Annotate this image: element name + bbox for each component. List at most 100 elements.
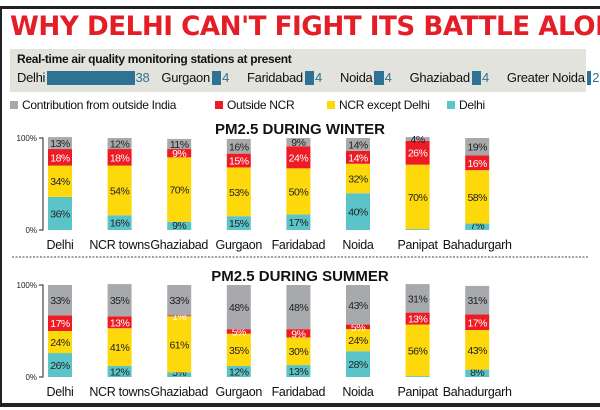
category-label: Noida — [342, 238, 374, 252]
y-axis — [39, 137, 44, 231]
data-label: 41% — [110, 342, 130, 354]
data-label: 43% — [467, 345, 487, 357]
station-bar — [304, 70, 315, 85]
category-label: Noida — [342, 385, 374, 399]
data-label: 16% — [110, 218, 130, 230]
data-label: 70% — [408, 192, 428, 204]
bar-segment — [465, 138, 490, 156]
data-label: 33% — [50, 295, 70, 307]
category-label: Delhi — [47, 238, 74, 252]
category-label: Gurgaon — [216, 385, 263, 399]
station-bar — [374, 70, 384, 85]
data-label: 31% — [408, 293, 428, 305]
bar-segment — [405, 164, 430, 230]
data-label: 8% — [470, 367, 484, 379]
bar-segment — [405, 140, 430, 165]
station-item: Faridabad 4 — [247, 70, 322, 85]
data-label: 9% — [291, 137, 305, 149]
station-name: Noida — [339, 70, 373, 85]
legend-item: Contribution from outside India — [10, 98, 215, 112]
bar-segment — [167, 149, 192, 158]
legend-label: Delhi — [459, 98, 485, 112]
category-label: Faridabad — [272, 385, 326, 399]
data-label: 35% — [229, 345, 249, 357]
data-label: 24% — [348, 335, 368, 347]
bar-segment — [465, 223, 490, 230]
category-label: Faridabad — [272, 238, 326, 252]
category-label: Panipat — [397, 385, 438, 399]
bar-segment — [107, 328, 132, 366]
data-label: 28% — [348, 359, 368, 371]
bar-segment — [286, 168, 311, 215]
data-label: 26% — [408, 148, 428, 160]
bar-segment — [286, 329, 311, 338]
bar-segment — [48, 331, 72, 354]
data-label: 17% — [289, 217, 309, 229]
station-bar — [211, 70, 222, 85]
bar-segment — [405, 284, 430, 313]
data-label: 13% — [110, 317, 130, 329]
bar-segment — [346, 351, 370, 377]
data-label: 17% — [467, 317, 487, 329]
data-label: 53% — [229, 187, 249, 199]
left-border — [0, 6, 2, 406]
bar-segment — [107, 165, 132, 216]
chart-title: PM2.5 DURING SUMMER — [211, 268, 389, 285]
chart-title: PM2.5 DURING WINTER — [215, 121, 385, 138]
bar-segment — [107, 284, 132, 317]
category-label: Bahadurgarh — [443, 385, 512, 399]
station-name: Faridabad — [247, 70, 303, 85]
data-label: 24% — [289, 152, 309, 164]
station-value: 4 — [384, 70, 392, 85]
bar-segment — [465, 314, 490, 331]
bar-segment — [48, 315, 72, 331]
bar-segment — [48, 285, 72, 316]
station-name: Gurgaon — [161, 70, 210, 85]
bar-segment — [167, 315, 192, 317]
legend-item: Outside NCR — [215, 98, 327, 112]
data-label: 16% — [229, 141, 249, 153]
bar-segment — [465, 369, 490, 377]
data-label: 15% — [229, 218, 249, 230]
data-label: 19% — [467, 142, 487, 154]
bar-segment — [107, 215, 132, 230]
bar-segment — [465, 170, 490, 224]
bar-segment — [465, 155, 490, 171]
bar-segment — [48, 353, 72, 377]
bar-segment — [405, 137, 430, 141]
bar-segment — [226, 167, 251, 217]
data-label: 56% — [408, 345, 428, 357]
station-value: 38 — [135, 70, 150, 85]
bar-segment — [167, 285, 192, 316]
bar-segment — [286, 285, 311, 330]
data-label: 40% — [348, 207, 368, 219]
bar-segment — [346, 138, 370, 151]
data-label: 12% — [110, 139, 130, 151]
data-label: 17% — [50, 318, 70, 330]
data-label: 15% — [229, 156, 249, 168]
bar-segment — [346, 150, 370, 164]
data-label: 13% — [408, 314, 428, 326]
bar-segment — [107, 138, 132, 150]
bar-segment — [48, 165, 72, 197]
data-label: 48% — [289, 302, 309, 314]
legend-swatch — [327, 101, 335, 109]
station-name: Delhi — [17, 70, 46, 85]
data-label: 18% — [110, 152, 130, 164]
bar-segment — [167, 316, 192, 373]
data-label: 9% — [172, 220, 186, 232]
data-label: 12% — [229, 366, 249, 378]
station-bar — [471, 70, 481, 85]
data-label: 14% — [348, 152, 368, 164]
data-label: 9% — [172, 148, 186, 160]
bar-segment — [226, 329, 251, 334]
bar-segment — [48, 196, 72, 230]
data-label: 34% — [50, 176, 70, 188]
bar-segment — [167, 221, 192, 230]
bar-segment — [226, 365, 251, 377]
bar-segment — [107, 149, 132, 166]
bar-segment — [346, 163, 370, 194]
legend-label: NCR except Delhi — [339, 98, 430, 112]
